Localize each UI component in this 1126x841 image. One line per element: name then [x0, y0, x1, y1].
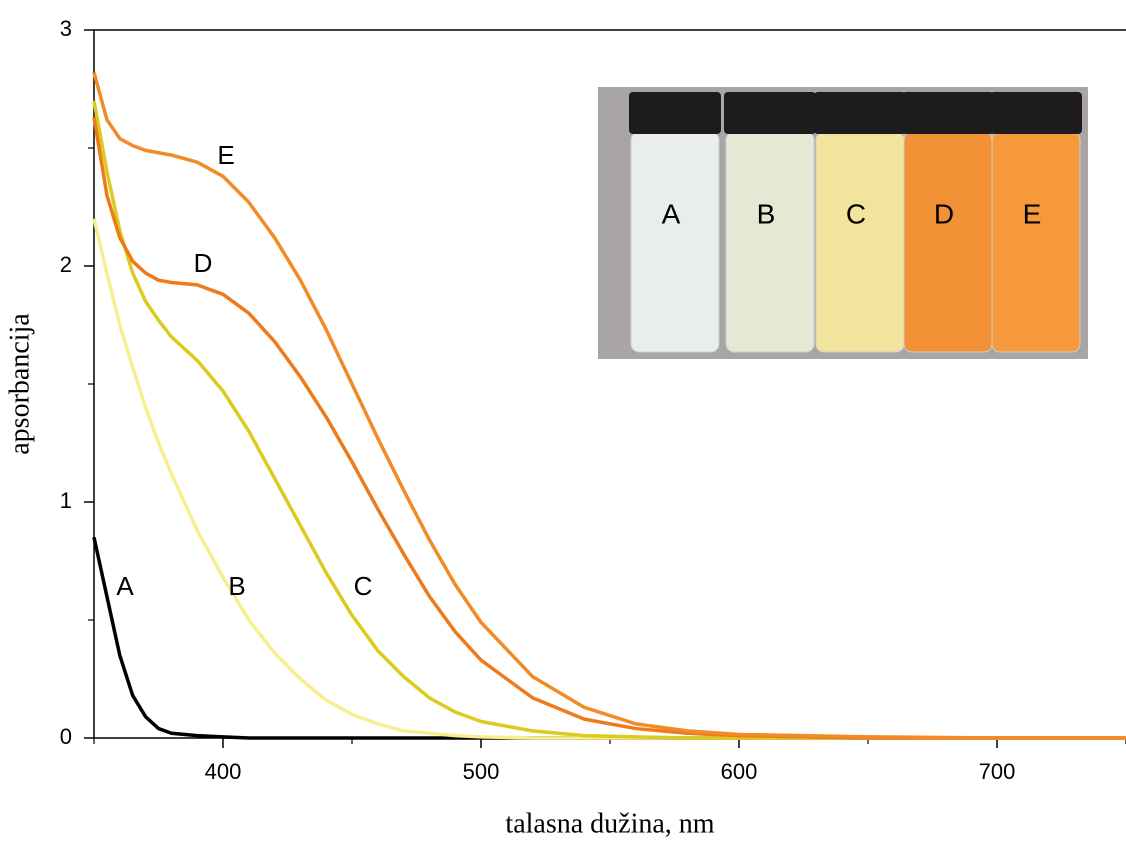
vials: A B C D E — [629, 92, 1082, 353]
x-axis-title: talasna dužina, nm — [505, 808, 714, 839]
spectrum-line — [92, 117, 1126, 740]
vial-body — [903, 131, 993, 353]
y-tick-label: 0 — [60, 724, 72, 749]
inset-photo: A B C D E — [598, 87, 1088, 359]
vial-label: A — [662, 198, 681, 229]
vial-cap — [990, 92, 1082, 134]
vial-label: E — [1023, 198, 1042, 229]
spectrum-line — [92, 537, 1126, 740]
vial-body — [815, 131, 905, 353]
curve-label: D — [194, 248, 213, 278]
x-tick-label: 600 — [721, 759, 758, 784]
y-tick-label: 2 — [60, 252, 72, 277]
vial-body — [991, 131, 1081, 353]
spectrum-line — [92, 72, 1126, 740]
curve-label: A — [116, 571, 134, 601]
vial-label: D — [934, 198, 954, 229]
x-tick-label: 400 — [205, 759, 242, 784]
vial-cap — [814, 92, 906, 134]
vial-cap — [724, 92, 816, 134]
vial-label: C — [846, 198, 866, 229]
x-tick-label: 500 — [463, 759, 500, 784]
spectrum-line — [92, 100, 1126, 740]
y-tick-label: 1 — [60, 488, 72, 513]
vial-cap — [629, 92, 721, 134]
x-tick-label: 700 — [979, 759, 1016, 784]
vial-body — [725, 131, 815, 353]
vial-label: B — [757, 198, 776, 229]
vial-cap — [902, 92, 994, 134]
curve-label: B — [228, 571, 245, 601]
y-tick-label: 3 — [60, 16, 72, 41]
vial-body — [630, 131, 720, 353]
y-axis-title: apsorbancija — [4, 313, 35, 455]
curve-label: C — [354, 571, 373, 601]
curve-label: E — [217, 140, 234, 170]
